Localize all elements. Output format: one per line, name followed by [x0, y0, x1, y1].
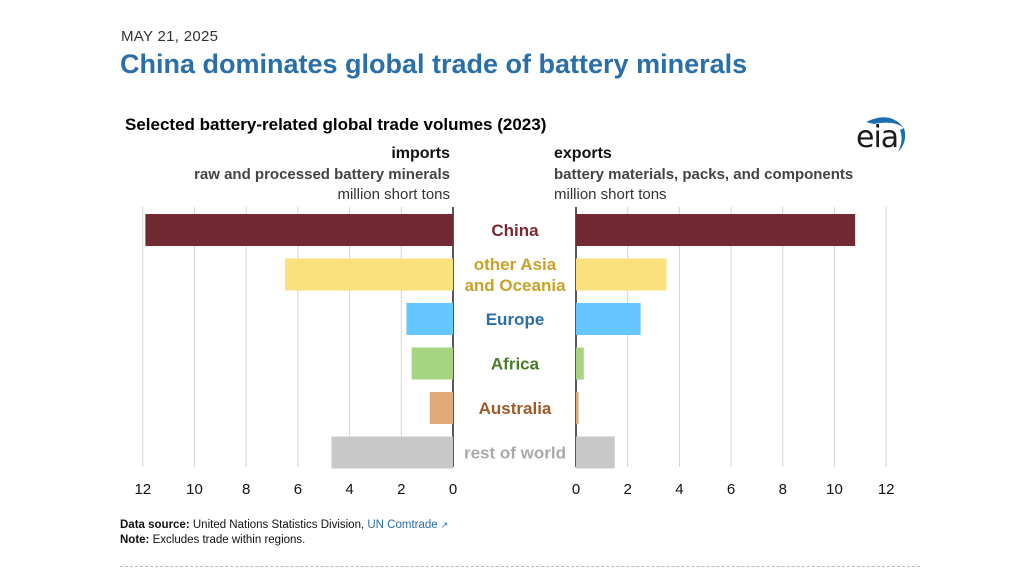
region-label: rest of world	[464, 444, 566, 463]
exports-tick-label: 0	[572, 481, 580, 498]
exports-bar	[576, 258, 667, 291]
imports-panel-title: imports	[391, 145, 450, 162]
region-label: Europe	[486, 310, 545, 329]
publish-date: MAY 21, 2025	[121, 28, 219, 45]
imports-tick-label: 10	[186, 481, 203, 498]
region-label: Australia	[479, 399, 552, 418]
imports-tick-label: 6	[294, 481, 302, 498]
exports-bar	[576, 436, 615, 469]
imports-tick-label: 0	[449, 481, 457, 498]
imports-bar	[284, 258, 453, 291]
region-label: Africa	[491, 355, 540, 374]
exports-tick-label: 12	[878, 481, 895, 498]
imports-bar	[411, 347, 453, 380]
exports-panel-unit: million short tons	[554, 186, 667, 203]
region-label: other Asia	[474, 255, 557, 274]
imports-tick-label: 12	[134, 481, 151, 498]
eia-logo-arc	[866, 117, 906, 152]
footer-divider	[120, 566, 920, 567]
exports-tick-label: 8	[779, 481, 787, 498]
data-source-text: United Nations Statistics Division,	[192, 519, 365, 531]
imports-tick-label: 8	[242, 481, 250, 498]
note-label: Note:	[120, 534, 150, 546]
exports-bar	[576, 303, 641, 335]
data-source-label: Data source:	[120, 519, 190, 531]
exports-bar	[576, 347, 584, 380]
exports-panel-title: exports	[554, 145, 612, 162]
note-line: Note: Excludes trade within regions.	[120, 534, 305, 546]
exports-panel-subtitle: battery materials, packs, and components	[554, 166, 854, 183]
chart-title: Selected battery-related global trade vo…	[125, 115, 547, 134]
note-text: Excludes trade within regions.	[152, 534, 306, 546]
imports-bar	[331, 436, 453, 469]
imports-bar	[145, 214, 453, 246]
region-label: and Oceania	[464, 276, 566, 295]
page-headline: China dominates global trade of battery …	[120, 49, 748, 79]
exports-bar	[576, 214, 856, 246]
exports-tick-label: 4	[675, 481, 683, 498]
exports-tick-label: 2	[624, 481, 632, 498]
exports-bar	[576, 392, 579, 424]
imports-tick-label: 2	[397, 481, 405, 498]
eia-logo-text: eia	[856, 120, 899, 155]
exports-tick-label: 10	[826, 481, 843, 498]
region-label: China	[491, 221, 539, 240]
imports-bar	[406, 303, 453, 335]
exports-tick-label: 6	[727, 481, 735, 498]
un-comtrade-link[interactable]: UN Comtrade	[367, 519, 438, 531]
data-source-line: Data source: United Nations Statistics D…	[120, 519, 448, 531]
external-link-icon: ↗	[440, 520, 449, 530]
imports-panel-unit: million short tons	[337, 186, 450, 203]
imports-panel-subtitle: raw and processed battery minerals	[194, 166, 450, 183]
imports-tick-label: 4	[345, 481, 353, 498]
imports-bar	[429, 392, 453, 424]
eia-logo-icon[interactable]: eia	[848, 112, 908, 156]
